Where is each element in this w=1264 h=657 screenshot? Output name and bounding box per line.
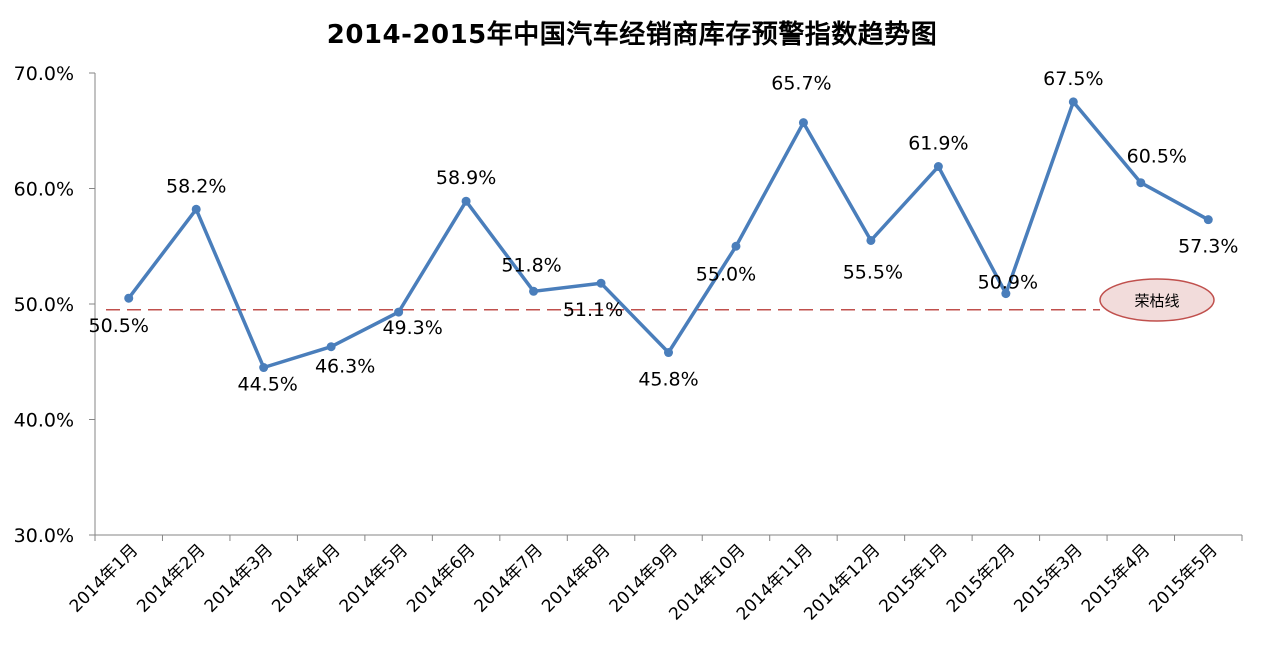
data-point bbox=[731, 241, 741, 251]
data-label: 58.9% bbox=[436, 167, 496, 189]
x-tick-label: 2015年3月 bbox=[1010, 540, 1086, 616]
data-label: 67.5% bbox=[1043, 68, 1103, 90]
x-tick-label: 2015年4月 bbox=[1078, 540, 1154, 616]
y-tick-label: 40.0% bbox=[14, 410, 74, 432]
x-tick-label: 2014年2月 bbox=[133, 540, 209, 616]
data-label: 45.8% bbox=[638, 369, 698, 391]
data-point bbox=[933, 162, 943, 172]
data-point bbox=[664, 348, 673, 358]
data-label: 60.5% bbox=[1127, 146, 1187, 168]
x-tick-label: 2014年1月 bbox=[66, 540, 142, 616]
x-tick-label: 2014年6月 bbox=[403, 540, 479, 616]
data-label: 49.3% bbox=[382, 317, 442, 339]
x-tick-label: 2015年5月 bbox=[1145, 540, 1221, 616]
data-label: 55.0% bbox=[696, 263, 756, 285]
data-label: 44.5% bbox=[237, 374, 297, 396]
x-tick-label: 2014年5月 bbox=[336, 540, 412, 616]
data-point bbox=[394, 307, 404, 317]
x-tick-label: 2014年8月 bbox=[538, 540, 614, 616]
x-tick-label: 2015年2月 bbox=[943, 540, 1019, 616]
x-tick-label: 2014年7月 bbox=[471, 540, 547, 616]
data-label: 46.3% bbox=[315, 356, 375, 378]
data-label: 50.5% bbox=[89, 315, 149, 337]
data-point bbox=[259, 363, 269, 373]
data-point bbox=[1203, 215, 1213, 225]
data-point bbox=[191, 204, 201, 214]
data-label: 57.3% bbox=[1178, 236, 1238, 258]
y-tick-label: 50.0% bbox=[14, 294, 74, 316]
y-tick-label: 30.0% bbox=[14, 525, 74, 547]
data-point bbox=[596, 278, 606, 288]
data-label: 55.5% bbox=[843, 261, 903, 283]
data-label: 51.1% bbox=[563, 299, 623, 321]
data-point bbox=[326, 342, 336, 352]
data-point bbox=[1136, 178, 1146, 188]
data-label: 58.2% bbox=[166, 175, 226, 197]
chart-title: 2014-2015年中国汽车经销商库存预警指数趋势图 bbox=[326, 20, 938, 50]
data-point bbox=[798, 118, 808, 128]
data-label: 50.9% bbox=[978, 272, 1038, 294]
reference-callout bbox=[1099, 278, 1215, 322]
x-tick-label: 2014年3月 bbox=[201, 540, 277, 616]
reference-label: 荣枯线 bbox=[1134, 292, 1179, 310]
data-point bbox=[1001, 289, 1011, 299]
y-tick-label: 70.0% bbox=[14, 63, 74, 85]
y-tick-label: 60.0% bbox=[14, 179, 74, 201]
series-line bbox=[127, 100, 1210, 370]
data-label: 51.8% bbox=[501, 254, 561, 276]
data-point bbox=[866, 235, 876, 245]
data-label: 61.9% bbox=[908, 133, 968, 155]
x-tick-label: 2015年1月 bbox=[875, 540, 951, 616]
data-label: 65.7% bbox=[771, 73, 831, 95]
data-point bbox=[529, 286, 539, 296]
data-point bbox=[124, 293, 134, 303]
x-tick-label: 2014年4月 bbox=[268, 540, 344, 616]
data-point bbox=[461, 196, 471, 206]
data-point bbox=[1068, 97, 1078, 107]
